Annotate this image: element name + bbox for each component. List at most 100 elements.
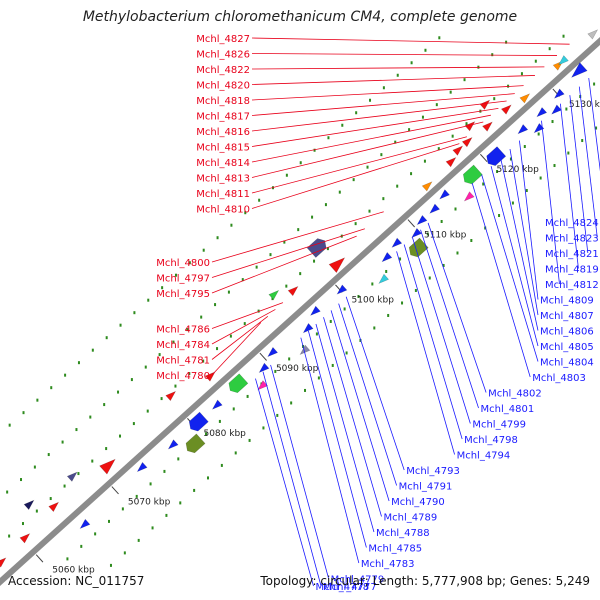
tick-dot <box>525 189 528 193</box>
reverse-gene-arrow <box>211 399 223 410</box>
tick-dot <box>380 153 383 157</box>
tick-dot <box>269 253 272 257</box>
reverse-gene-arrow-shape <box>462 164 483 185</box>
tick-dot <box>89 415 92 419</box>
kbp-ticks: 5060 kbp 5070 kbp 5080 kbp 5090 kbp 5100 kbp… <box>35 88 600 576</box>
reverse-gene-arrow-shape <box>211 399 223 410</box>
tick-dot <box>132 422 135 426</box>
tick-dot <box>172 340 175 344</box>
tick-dot <box>451 134 454 138</box>
reverse-gene-label: Mchl_4812 <box>545 280 599 291</box>
forward-label-leader <box>251 114 491 163</box>
tick-dot <box>135 494 138 498</box>
tick-dot <box>369 98 372 102</box>
tick-dot <box>91 459 94 463</box>
reverse-gene-arrow-shape <box>185 433 206 454</box>
reverse-gene-arrow <box>228 373 249 394</box>
tick-dot <box>177 457 180 461</box>
tick-dot <box>214 303 217 307</box>
tick-dot <box>77 361 80 365</box>
forward-label-leader <box>211 315 269 360</box>
reverse-gene-arrow-shape <box>486 146 507 166</box>
tick-dot <box>146 409 149 413</box>
forward-label-leader <box>251 100 507 132</box>
tick-dot <box>144 365 147 369</box>
reverse-gene-arrow-shape <box>188 411 209 432</box>
tick-dot <box>137 538 140 542</box>
forward-gene-arrow <box>519 93 531 104</box>
tick-dot <box>20 478 23 482</box>
tick-dot <box>202 359 205 363</box>
tick-dot <box>94 532 97 536</box>
reverse-gene-label: Mchl_4803 <box>532 373 586 384</box>
reverse-gene-arrow <box>429 203 441 214</box>
tick-dot <box>22 411 25 415</box>
tick-dot <box>355 111 358 115</box>
tick-dot <box>493 97 496 101</box>
forward-label-leader <box>211 211 384 263</box>
kbp-tick-label: 5080 kbp <box>203 429 246 439</box>
tick-dot <box>324 203 327 207</box>
tick-dot <box>230 223 233 227</box>
tick-dot <box>290 401 293 405</box>
reverse-gene-label: Mchl_4799 <box>472 420 526 431</box>
forward-label-leader <box>251 143 460 209</box>
tick-dot <box>352 178 355 182</box>
tick-dot <box>424 48 427 52</box>
forward-gene-arrow <box>587 29 599 40</box>
tick-dot <box>274 369 277 373</box>
tick-dot <box>423 159 426 163</box>
tick-dot <box>567 151 570 155</box>
kbp-tick <box>35 554 44 563</box>
tick-dot <box>593 82 596 86</box>
forward-gene-arrow-shape <box>287 285 299 297</box>
tick-dot <box>258 198 261 202</box>
reverse-label-leader <box>262 371 322 587</box>
reverse-label-leader <box>396 251 455 455</box>
reverse-gene-arrow-shape <box>533 122 545 134</box>
tick-dot <box>246 394 249 398</box>
forward-gene-label: Mchl_4820 <box>196 81 250 92</box>
forward-label-leader <box>251 53 557 56</box>
tick-dot <box>565 107 568 111</box>
tick-dot <box>61 440 64 444</box>
tick-dot <box>216 236 219 240</box>
tick-dot <box>399 257 402 261</box>
tick-dot <box>229 334 232 338</box>
tick-dot <box>75 428 78 432</box>
tick-dot <box>299 272 302 276</box>
tick-dot <box>119 323 122 327</box>
forward-gene-label: Mchl_4813 <box>196 174 250 185</box>
tick-dot <box>505 40 508 44</box>
topology-label: Topology: circular; Length: 5,777,908 bp… <box>260 574 590 588</box>
forward-gene-arrow <box>66 471 78 482</box>
tick-dot <box>218 419 221 423</box>
tick-dot <box>382 197 385 201</box>
reverse-gene-label: Mchl_4779 <box>331 575 385 586</box>
tick-dot <box>91 348 94 352</box>
tick-dot <box>188 261 191 265</box>
forward-gene-arrow <box>500 104 512 115</box>
tick-dot <box>442 263 445 267</box>
forward-gene-label: Mchl_4818 <box>196 96 250 107</box>
tick-dot <box>202 248 205 252</box>
tick-dot <box>327 136 330 140</box>
forward-gene-arrow <box>464 121 476 132</box>
tick-dot <box>200 315 203 319</box>
forward-gene-arrow-shape <box>500 104 512 115</box>
tick-dot <box>276 413 279 417</box>
tick-dot <box>470 238 473 242</box>
reverse-gene-arrow-shape <box>571 62 588 78</box>
tick-dot <box>299 161 302 165</box>
forward-gene-label: Mchl_4786 <box>156 325 210 336</box>
reverse-gene-arrow-shape <box>167 439 179 450</box>
reverse-gene-label: Mchl_4805 <box>540 342 594 353</box>
tick-dot <box>163 469 166 473</box>
reverse-gene-arrow <box>416 214 428 226</box>
tick-dot <box>396 184 399 188</box>
reverse-gene-arrow <box>408 237 429 258</box>
tick-dot <box>482 182 485 186</box>
tick-dot <box>109 563 112 567</box>
tick-dot <box>206 476 209 480</box>
forward-gene-label: Mchl_4810 <box>196 205 250 216</box>
